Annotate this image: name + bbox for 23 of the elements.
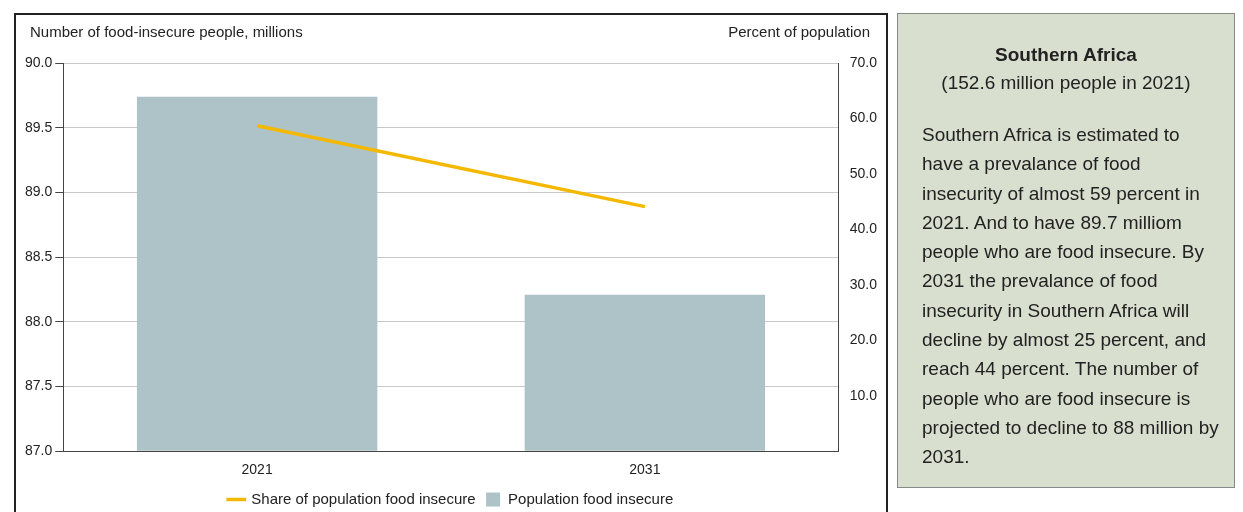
y2-tick-label: 20.0: [849, 331, 878, 348]
y-tick-label: 89.0: [25, 183, 53, 200]
y2-tick-label: 10.0: [849, 386, 878, 403]
y-axis-title: Number of food-insecure people, millions: [30, 23, 303, 40]
y-tick-label: 88.0: [25, 312, 53, 329]
y2-tick-label: 40.0: [849, 220, 878, 237]
y-tick-label: 87.0: [25, 442, 53, 459]
x-tick-label: 2031: [629, 461, 661, 478]
y-tick-label: 90.0: [25, 53, 53, 70]
y2-axis-title: Percent of population: [728, 23, 870, 40]
text: Southern Africa is estimated to have a prevalance of food insecurity of almost 59 percent in 2021. And to have 89.7 milliom people who are food insecure. By 2031 the prevalance of food insecurity in Southern Africa will decline by almost 25 percent, and reach 44 percent. The number of people who are food insecure is projected to decline to 88 million by 2031.: [922, 124, 1219, 468]
y2-tick-label: 70.0: [849, 53, 878, 70]
text: (152.6 million people in 2021): [940, 72, 1192, 94]
legend-label: Population food insecure: [508, 489, 674, 507]
y-tick-label: 88.5: [25, 247, 53, 264]
legend-label: Share of population food insecure: [251, 489, 476, 507]
y2-tick-label: 60.0: [849, 109, 878, 126]
text: Southern Africa: [994, 44, 1138, 66]
y-tick-label: 87.5: [25, 377, 53, 394]
y-tick-label: 89.5: [25, 118, 53, 135]
y2-tick-label: 50.0: [849, 164, 878, 181]
y2-tick-label: 30.0: [849, 275, 878, 292]
x-tick-label: 2021: [241, 461, 273, 478]
